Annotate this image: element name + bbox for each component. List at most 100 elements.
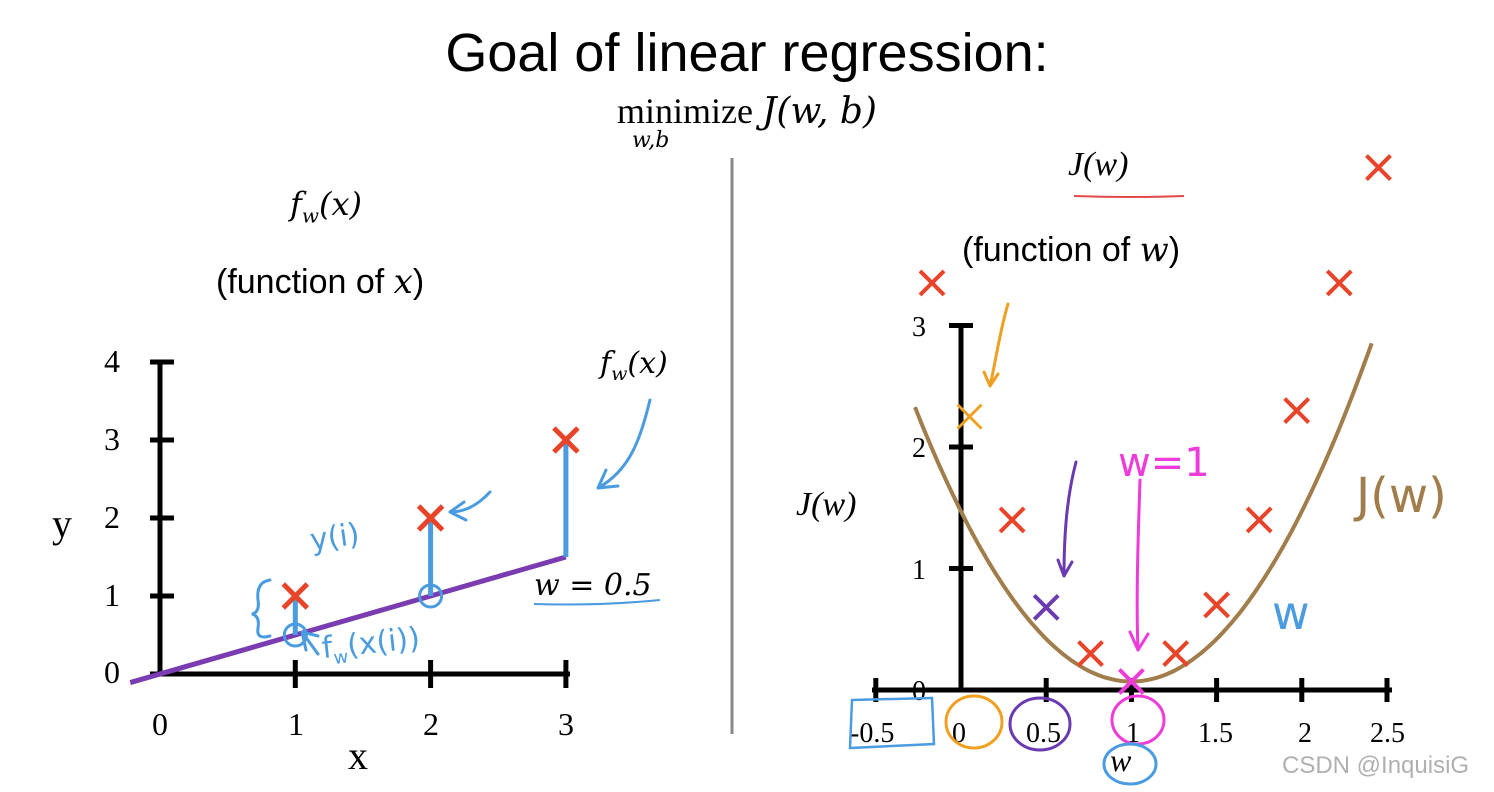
left-line-label: fw(x): [600, 346, 668, 385]
tick-highlight-0: [944, 694, 1004, 750]
left-data-point-b: [552, 426, 580, 454]
right-curve-point: [1203, 591, 1231, 619]
left-line-label-f: f: [600, 346, 612, 381]
right-cost-curve: [913, 342, 1374, 684]
right-y-tick-3: 3: [912, 312, 926, 343]
left-x-tick-2: 2: [423, 706, 439, 742]
right-x-tick-5: 2: [1298, 718, 1312, 749]
right-x-tick-4: 1.5: [1198, 718, 1233, 749]
left-y-tick-3: 3: [104, 421, 120, 457]
left-chart-marks: [129, 359, 580, 688]
right-curve-point-b: [1162, 640, 1190, 667]
right-curve-point: [998, 506, 1026, 534]
objective-op: minimize: [617, 91, 753, 131]
right-curve-point: [1077, 640, 1104, 667]
right-point-w0: [956, 403, 983, 430]
right-curve-point-b: [1365, 154, 1392, 181]
right-note-jw: J(w): [1356, 468, 1447, 524]
right-x-label: w: [1110, 742, 1132, 778]
right-curve-point: [1245, 506, 1273, 534]
left-arrow-fw-icon: [596, 398, 652, 490]
left-param-underline: [533, 599, 661, 606]
right-note-w: w: [1272, 586, 1310, 640]
right-heading-text: J(w): [1068, 146, 1129, 183]
right-caption-prefix: (function of: [962, 231, 1140, 269]
right-caption-var: w: [1139, 230, 1169, 270]
right-curve-point: [1365, 154, 1392, 181]
left-caption-prefix: (function of: [216, 263, 394, 301]
right-curve-point: [1162, 640, 1190, 667]
right-curve-point: [918, 269, 946, 297]
left-y-tick-1: 1: [104, 577, 120, 613]
left-axes: [157, 360, 570, 677]
right-point-w05: [1032, 593, 1060, 621]
right-chart-marks: [873, 154, 1392, 702]
left-heading-f: f: [290, 185, 302, 223]
objective-subscript: w,b: [632, 128, 670, 153]
left-caption-var: x: [393, 262, 413, 302]
left-data-point: [552, 426, 580, 454]
objective-expr: J(w, b): [761, 91, 877, 132]
right-curve-point-b: [998, 506, 1026, 534]
left-data-point: [416, 504, 445, 532]
left-y-tick-2: 2: [104, 499, 120, 535]
tick-highlight-neg05: [848, 696, 936, 750]
right-y-label: J(w): [796, 486, 857, 523]
right-heading: J(w): [1068, 146, 1128, 184]
magenta-arrow-icon: [1128, 478, 1150, 652]
purple-arrow-icon: [1056, 460, 1078, 578]
right-heading-underline: [1073, 195, 1185, 198]
objective-formula: minimize J(w, b): [0, 90, 1494, 132]
right-point-w1: [1117, 668, 1145, 695]
right-point-w05-b: [1032, 593, 1060, 621]
left-prediction-point: [418, 583, 444, 609]
left-heading-arg: (x): [318, 185, 362, 223]
left-data-point-b: [416, 504, 445, 532]
left-line-label-arg: (x): [627, 346, 668, 381]
tick-highlight-1: [1110, 694, 1166, 746]
right-curve-point-b: [1077, 640, 1104, 667]
right-x-tick-2: 0.5: [1026, 718, 1061, 749]
right-caption: (function of w): [962, 230, 1180, 270]
left-data-point: [281, 582, 310, 610]
left-heading: fw(x): [290, 185, 362, 227]
x-label-highlight: [1102, 742, 1158, 786]
page-title: Goal of linear regression:: [445, 23, 1049, 83]
left-arrow-error-icon: [448, 490, 492, 522]
right-curve-point: [1283, 397, 1311, 424]
right-curve-point: [1325, 269, 1353, 297]
right-y-tick-2: 2: [912, 433, 926, 464]
orange-arrow-icon: [982, 302, 1010, 388]
right-curve-point-b: [918, 269, 946, 297]
left-x-tick-1: 1: [288, 706, 304, 742]
right-curve-point-b: [1325, 269, 1353, 297]
right-caption-suffix: ): [1168, 231, 1181, 269]
watermark: CSDN @InquisiG: [1282, 752, 1470, 779]
right-curve-point-b: [1245, 506, 1273, 534]
left-y-tick-4: 4: [104, 343, 120, 379]
right-curve-point-b: [1283, 397, 1311, 424]
left-fit-line: [129, 554, 567, 685]
left-data-point-b: [281, 582, 310, 610]
left-caption-suffix: ): [412, 263, 425, 301]
left-prediction-point: [282, 622, 308, 648]
left-arrow-fxi-icon: [300, 630, 320, 656]
left-caption: (function of x): [216, 262, 424, 302]
right-point-w1-b: [1117, 668, 1145, 695]
annotations: [251, 302, 1166, 786]
left-heading-sub: w: [301, 203, 319, 228]
left-y-tick-0: 0: [104, 654, 120, 690]
right-curve-point-b: [1203, 591, 1231, 619]
right-note-w1: w=1: [1118, 440, 1210, 486]
left-param: w = 0.5: [534, 568, 652, 603]
left-brace-icon: [251, 578, 272, 639]
right-x-tick-0: -0.5: [850, 718, 895, 749]
left-line-label-sub: w: [611, 363, 628, 385]
tick-highlight-05: [1008, 696, 1072, 752]
right-x-tick-6: 2.5: [1370, 718, 1405, 749]
right-point-w0-b: [956, 403, 983, 430]
left-x-tick-3: 3: [558, 706, 574, 742]
left-y-label: y: [52, 501, 72, 546]
left-x-tick-0: 0: [152, 706, 168, 742]
